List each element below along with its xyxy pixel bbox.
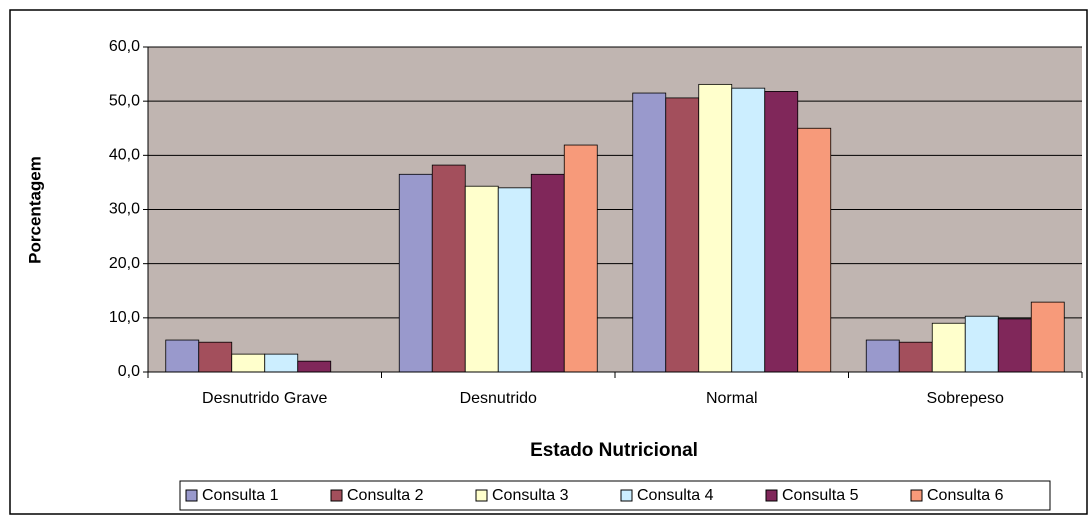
bar: [530, 173, 565, 373]
bar: [431, 164, 466, 373]
x-tick-label: Desnutrido Grave: [202, 390, 327, 407]
legend-swatch: [910, 489, 923, 502]
legend-swatch: [620, 489, 633, 502]
bar: [563, 144, 598, 373]
legend-swatch: [475, 489, 488, 502]
legend-label: Consulta 6: [927, 487, 1004, 504]
legend-label: Consulta 3: [492, 487, 569, 504]
bar: [1030, 301, 1065, 373]
bar: [898, 341, 933, 373]
y-tick-label: 0,0: [118, 363, 140, 380]
bar: [231, 353, 266, 373]
bar: [198, 341, 233, 373]
bar: [931, 322, 966, 373]
bar: [764, 91, 799, 373]
x-axis-title: Estado Nutricional: [530, 440, 698, 461]
y-tick-label: 20,0: [109, 255, 140, 272]
legend-label: Consulta 1: [202, 487, 279, 504]
y-tick-label: 40,0: [109, 147, 140, 164]
bar: [665, 97, 700, 373]
bar: [964, 315, 999, 373]
bar: [797, 127, 832, 373]
legend-label: Consulta 5: [782, 487, 859, 504]
y-tick-label: 50,0: [109, 92, 140, 109]
legend-swatch: [330, 489, 343, 502]
bar: [731, 87, 766, 373]
bar: [632, 92, 667, 373]
legend-swatch: [185, 489, 198, 502]
x-tick-label: Desnutrido: [460, 390, 537, 407]
y-tick-label: 10,0: [109, 309, 140, 326]
bar: [398, 173, 433, 373]
y-axis-title: Porcentagem: [25, 156, 44, 264]
bar: [297, 360, 332, 373]
bar: [165, 339, 200, 373]
bar: [865, 339, 900, 373]
legend-label: Consulta 2: [347, 487, 424, 504]
bar: [997, 318, 1032, 373]
x-tick-label: Normal: [706, 390, 758, 407]
bar: [497, 187, 532, 373]
legend-label: Consulta 4: [637, 487, 714, 504]
legend-swatch: [765, 489, 778, 502]
y-tick-label: 60,0: [109, 38, 140, 55]
bar: [264, 353, 299, 373]
x-tick-label: Sobrepeso: [927, 390, 1004, 407]
legend-box: [179, 480, 1051, 511]
y-tick-label: 30,0: [109, 201, 140, 218]
bar: [698, 83, 733, 373]
bar: [464, 185, 499, 373]
